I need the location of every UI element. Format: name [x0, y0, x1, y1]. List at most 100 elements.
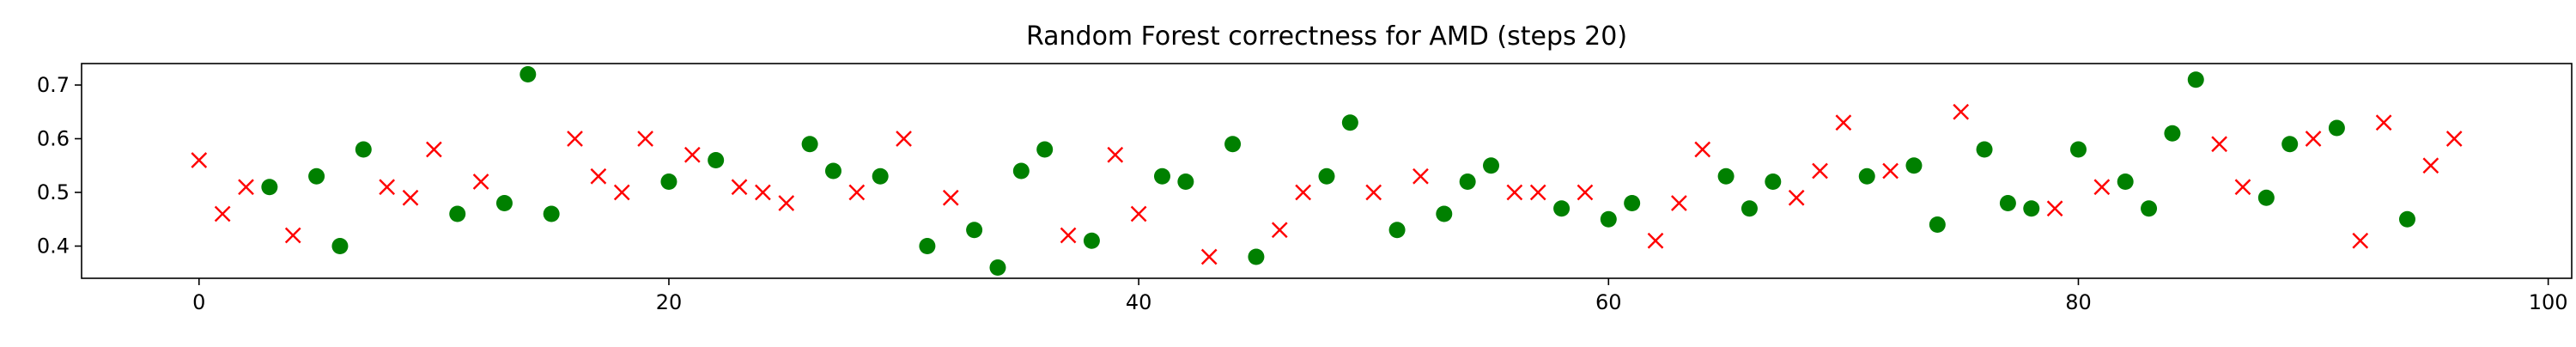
data-point-circle [872, 167, 889, 185]
data-point-x [379, 179, 396, 196]
data-point-x-stroke [1200, 248, 1218, 265]
data-point-x [848, 184, 866, 201]
data-point-circle [1083, 232, 1100, 249]
data-point-x-stroke [1365, 184, 1382, 201]
data-point-x-stroke [1130, 205, 1147, 222]
y-tick-label: 0.4 [37, 234, 70, 259]
data-point-x [778, 195, 795, 211]
data-point-x [896, 131, 912, 147]
data-point-circle [355, 141, 372, 158]
y-tick-label: 0.6 [37, 127, 70, 151]
data-point-x-stroke [1060, 227, 1077, 244]
data-point-x-stroke [942, 189, 959, 206]
data-point-x [567, 131, 583, 147]
data-point-x [2093, 179, 2111, 196]
data-point-circle [1741, 200, 1758, 217]
data-point-x [1200, 248, 1218, 265]
data-point-x-stroke [1271, 222, 1288, 239]
data-point-x [1506, 184, 1523, 201]
x-tick-label: 100 [2529, 290, 2568, 314]
data-point-x-stroke [1295, 184, 1311, 201]
data-point-x [1271, 222, 1288, 239]
data-point-x-stroke [731, 179, 748, 196]
data-point-circle [308, 167, 325, 185]
data-point-circle [1153, 167, 1170, 185]
data-point-circle [449, 205, 466, 222]
data-point-x-stroke [778, 195, 795, 211]
data-point-x [1835, 114, 1852, 131]
data-point-circle [2164, 125, 2181, 142]
data-point-x [2375, 114, 2392, 131]
data-point-x-stroke [683, 146, 701, 163]
data-point-x [1882, 162, 1899, 180]
data-point-x-stroke [1107, 146, 1124, 163]
data-point-x [2234, 179, 2251, 196]
data-point-x-stroke [1812, 162, 1828, 180]
data-point-x-stroke [590, 167, 607, 185]
data-point-circle [801, 136, 818, 153]
data-point-x [731, 179, 748, 196]
data-point-x [1647, 232, 1664, 249]
y-axis: 0.4 0.5 0.6 0.7 [37, 73, 82, 259]
data-point-x-stroke [1953, 103, 1970, 120]
data-point-x-stroke [2305, 131, 2322, 147]
data-point-x [1107, 146, 1124, 163]
data-point-circle [708, 152, 725, 168]
x-tick-label: 60 [1595, 290, 1622, 314]
data-point-x [1694, 141, 1711, 158]
data-point-x-stroke [191, 152, 208, 168]
data-point-x [1060, 227, 1077, 244]
data-point-circle [2398, 210, 2415, 228]
data-point-x-stroke [402, 189, 419, 206]
x-tick-label: 20 [656, 290, 683, 314]
data-point-x-stroke [1671, 195, 1687, 211]
data-point-x [2445, 131, 2463, 147]
data-point-circle [1459, 174, 1476, 190]
data-point-x-stroke [567, 131, 583, 147]
data-point-x [1365, 184, 1382, 201]
data-point-circle [966, 222, 983, 239]
data-point-x-stroke [1506, 184, 1523, 201]
data-point-circle [519, 66, 537, 82]
data-point-x-stroke [637, 131, 653, 147]
data-point-x-stroke [613, 184, 630, 201]
data-point-x-stroke [2234, 179, 2251, 196]
x-axis: 0 20 40 60 80 100 [192, 278, 2568, 314]
data-point-circle [1976, 141, 1993, 158]
data-point-x [1788, 189, 1805, 206]
data-point-x-stroke [379, 179, 396, 196]
data-point-circle [919, 238, 936, 254]
data-point-x [1812, 162, 1828, 180]
data-point-x-stroke [426, 141, 442, 158]
data-point-x-stroke [2375, 114, 2392, 131]
data-point-x-stroke [2422, 157, 2439, 174]
data-point-circle [1905, 157, 1923, 174]
data-point-x [2305, 131, 2322, 147]
x-tick-label: 40 [1126, 290, 1152, 314]
data-point-x-stroke [1647, 232, 1664, 249]
data-point-x-stroke [214, 205, 231, 222]
data-point-circle [2069, 141, 2087, 158]
data-point-x [613, 184, 630, 201]
data-point-x [2211, 136, 2227, 153]
data-point-circle [543, 205, 560, 222]
data-point-x-stroke [755, 184, 771, 201]
data-point-x [637, 131, 653, 147]
data-point-x [1529, 184, 1546, 201]
data-point-circle [1318, 167, 1335, 185]
data-point-circle [2117, 174, 2134, 190]
x-tick-label: 0 [192, 290, 205, 314]
data-point-x-stroke [848, 184, 866, 201]
data-point-x-stroke [2046, 200, 2063, 217]
data-point-circle [1929, 216, 1946, 233]
data-point-x [1295, 184, 1311, 201]
data-point-x [755, 184, 771, 201]
data-point-circle [1248, 248, 1265, 265]
y-tick-label: 0.7 [37, 73, 70, 97]
data-point-circle [1717, 167, 1735, 185]
data-point-x-stroke [238, 179, 254, 196]
data-point-x [683, 146, 701, 163]
data-point-x-stroke [2093, 179, 2111, 196]
